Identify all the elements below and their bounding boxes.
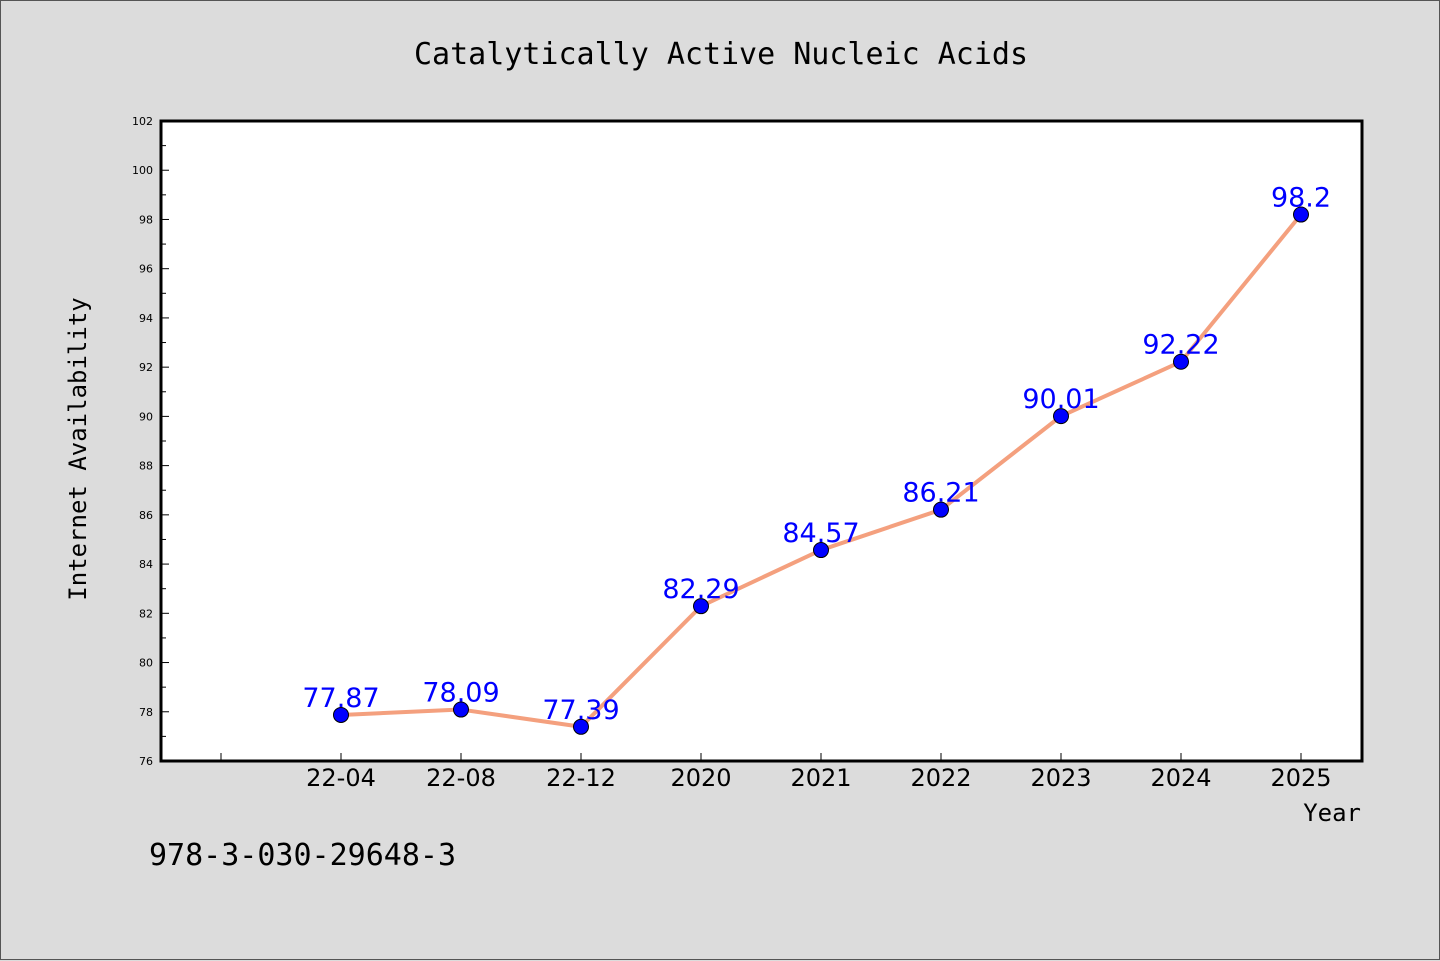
y-tick-label: 98 — [139, 213, 153, 226]
y-axis-label: Internet Availability — [64, 297, 92, 600]
x-tick-label: 22-08 — [426, 764, 496, 792]
data-label: 90.01 — [1022, 384, 1099, 415]
data-point — [453, 701, 469, 718]
data-label: 77.39 — [542, 695, 619, 726]
y-tick-label: 84 — [139, 558, 153, 571]
y-tick-label: 102 — [132, 115, 153, 128]
plot-area — [159, 119, 1364, 763]
y-tick-label: 100 — [132, 164, 153, 177]
data-point — [573, 718, 589, 735]
data-point — [693, 598, 709, 615]
y-tick-label: 88 — [139, 460, 153, 473]
data-label: 82.29 — [662, 574, 739, 605]
x-axis-label: Year — [1303, 799, 1361, 827]
x-tick-label: 22-12 — [546, 764, 616, 792]
data-label: 98.2 — [1271, 183, 1331, 214]
x-tick-label: 2020 — [670, 764, 731, 792]
data-label: 86.21 — [902, 478, 979, 509]
x-tick-label: 2023 — [1030, 764, 1091, 792]
data-label: 77.87 — [302, 683, 379, 714]
data-point — [333, 706, 349, 723]
series-layer — [333, 206, 1309, 735]
y-tick-label: 86 — [139, 509, 153, 522]
x-tick-label: 22-04 — [306, 764, 376, 792]
y-tick-label: 92 — [139, 361, 153, 374]
y-tick-label: 78 — [139, 706, 153, 719]
y-tick-label: 80 — [139, 657, 153, 670]
x-tick-label: 2025 — [1270, 764, 1331, 792]
data-point — [1173, 353, 1189, 370]
data-label: 84.57 — [782, 518, 859, 549]
data-label: 78.09 — [422, 678, 499, 709]
chart-title: Catalytically Active Nucleic Acids — [414, 37, 1028, 72]
x-axis: 22-04 22-08 22-12 2020 2021 2022 2023 2024 2025 — [220, 753, 1332, 792]
x-tick-label: 2021 — [790, 764, 851, 792]
x-tick-label: 2022 — [910, 764, 971, 792]
y-axis: 76 78 80 82 84 86 88 90 92 94 96 98 100 102 — [132, 115, 169, 768]
data-point — [1053, 408, 1069, 425]
y-tick-label: 76 — [139, 755, 153, 768]
data-label: 92.22 — [1142, 330, 1219, 361]
data-label-layer: 77.87 78.09 77.39 82.29 84.57 86.21 90.01 92.22… — [302, 183, 1331, 726]
y-tick-label: 96 — [139, 263, 153, 276]
x-tick-label: 2024 — [1150, 764, 1211, 792]
y-tick-label: 94 — [139, 312, 153, 325]
data-point — [813, 542, 829, 559]
y-tick-label: 82 — [139, 607, 153, 620]
isbn-annotation: 978-3-030-29648-3 — [149, 838, 456, 873]
data-point — [1293, 206, 1309, 223]
data-point — [933, 501, 949, 518]
y-tick-label: 90 — [139, 410, 153, 423]
